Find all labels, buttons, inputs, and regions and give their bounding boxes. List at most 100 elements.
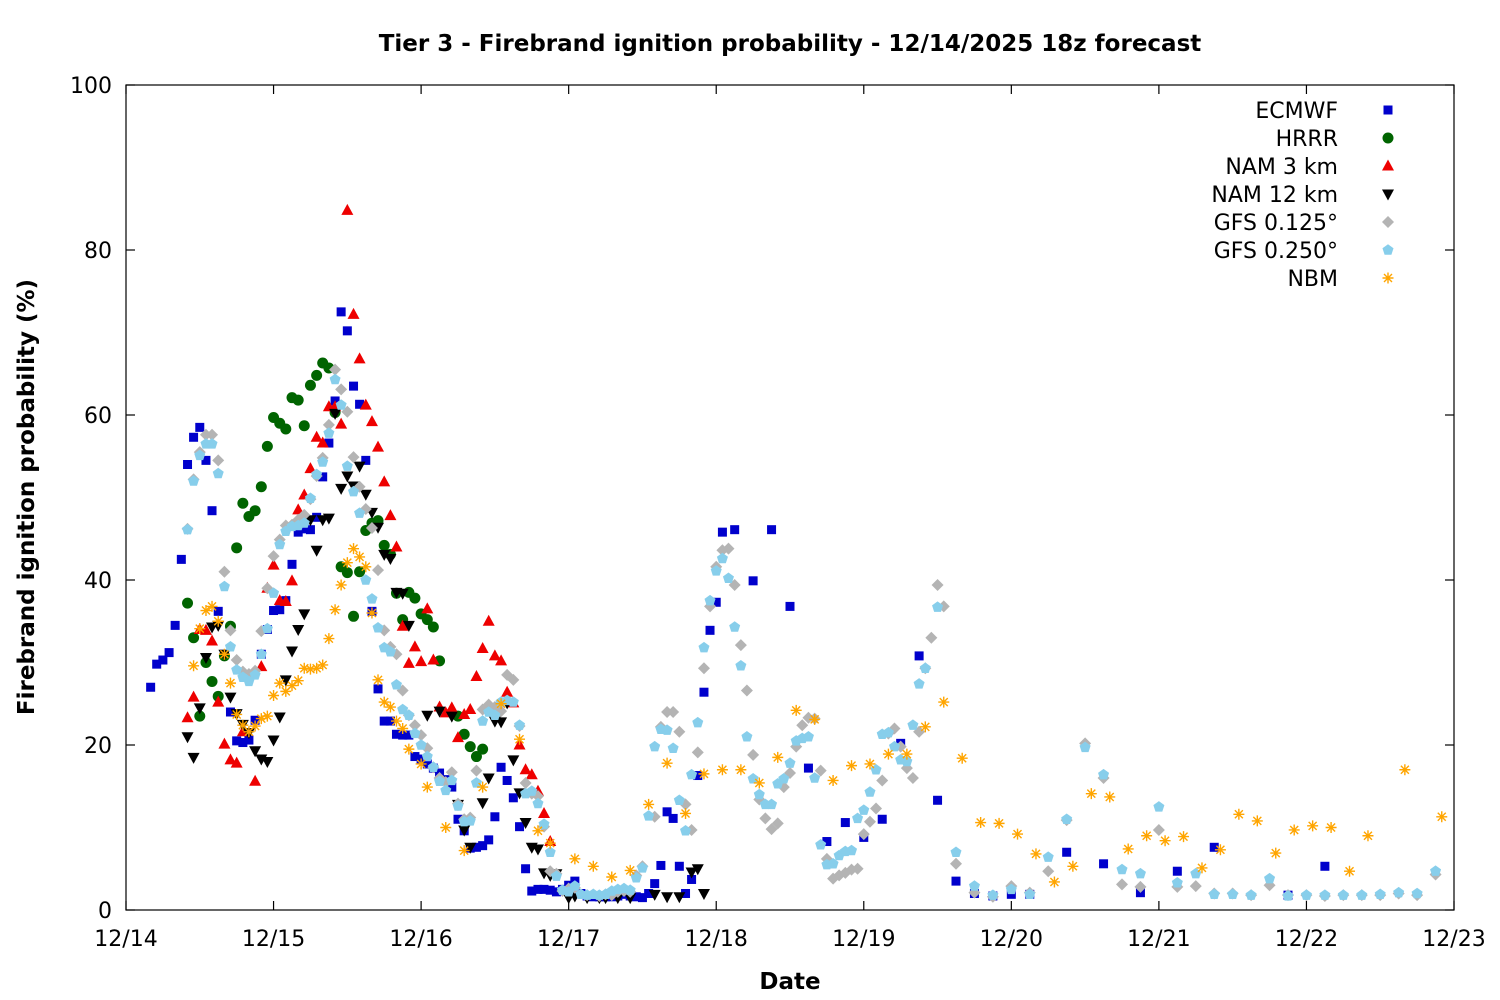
point-nam-3-km [341,203,354,215]
point-gfs-0-250 [434,775,446,786]
point-hrrr [206,675,218,687]
x-tick-label: 12/17 [537,927,600,952]
point-gfs-0-250 [802,730,814,742]
point-nam-12-km [335,483,348,495]
series-hrrr [182,357,489,763]
point-gfs-0-250 [1005,883,1017,895]
point-ecmwf [189,432,199,442]
point-gfs-0-125 [206,428,219,441]
point-gfs-0-250 [852,812,864,824]
point-nbm [882,748,894,760]
point-nbm [378,696,390,708]
point-gfs-0-250 [649,740,661,752]
point-gfs-0-125 [298,508,311,521]
point-gfs-0-125 [697,662,710,675]
point-hrrr [427,621,439,633]
point-gfs-0-250 [507,696,519,707]
point-ecmwf [699,687,709,697]
point-gfs-0-250 [643,810,655,821]
y-tick-label: 100 [70,74,112,99]
point-gfs-0-250 [766,798,778,810]
point-gfs-0-250 [1208,888,1220,900]
point-ecmwf [213,606,223,616]
point-gfs-0-125 [931,578,944,591]
point-nbm [1270,847,1282,859]
point-gfs-0-250 [224,641,236,652]
point-gfs-0-125 [347,451,360,464]
point-ecmwf [767,525,777,535]
point-ecmwf [933,795,943,805]
point-hrrr [298,420,310,432]
x-tick-label: 12/22 [1275,927,1338,952]
point-nam-12-km [298,609,311,621]
point-ecmwf [681,889,691,898]
point-nam-3-km [212,695,225,707]
point-ecmwf [711,597,721,607]
point-nbm [348,543,360,555]
point-ecmwf [287,559,297,569]
x-tick-label: 12/20 [980,927,1043,952]
point-ecmwf [496,762,506,772]
point-ecmwf [404,730,414,740]
point-gfs-0-250 [538,818,550,829]
point-gfs-0-125 [740,684,753,697]
point-gfs-0-250 [846,844,858,856]
point-nbm [372,674,384,686]
data-marks [146,203,1448,905]
point-gfs-0-125 [230,654,243,667]
point-nam-12-km [464,842,477,854]
point-hrrr [261,440,273,452]
point-gfs-0-250 [809,772,821,783]
point-ecmwf [521,864,531,874]
point-gfs-0-250 [470,777,482,788]
point-nbm [716,764,728,776]
y-tick-label: 40 [84,569,112,594]
point-ecmwf [644,889,654,898]
point-gfs-0-125 [876,774,889,787]
point-nam-12-km [691,864,704,876]
point-nbm [938,696,950,708]
point-gfs-0-125 [722,542,735,555]
x-axis-label: Date [759,969,820,995]
point-ecmwf [324,438,334,448]
point-nam-12-km [322,513,335,525]
point-ecmwf [705,625,715,635]
point-gfs-0-125 [747,748,760,761]
point-gfs-0-125 [1189,880,1202,893]
point-ecmwf [195,422,205,432]
point-nam-3-km [464,703,477,715]
point-ecmwf [447,782,457,792]
point-nam-12-km [181,732,194,744]
point-ecmwf [533,884,543,894]
point-nam-3-km [482,614,495,626]
point-nbm [341,557,353,569]
point-nbm [366,607,378,619]
point-ecmwf [502,775,512,785]
point-gfs-0-250 [919,662,931,673]
point-gfs-0-250 [415,739,427,750]
legend-label-nam-12-km: NAM 12 km [1211,183,1338,208]
point-gfs-0-250 [968,880,980,891]
point-nbm [477,781,489,793]
point-ecmwf [398,730,408,740]
point-nbm [304,663,316,675]
point-nam-3-km [267,558,280,570]
point-ecmwf [1320,861,1330,871]
point-nbm [846,760,858,772]
point-hrrr [409,592,421,604]
point-nam-12-km [384,554,397,566]
point-nbm [606,871,618,883]
point-hrrr [304,379,316,391]
point-gfs-0-250 [532,797,544,809]
point-gfs-0-250 [864,786,876,797]
point-nam-12-km [495,717,508,729]
point-gfs-0-250 [526,785,538,796]
point-ecmwf [225,707,235,717]
point-nam-3-km [304,462,317,474]
point-gfs-0-250 [409,727,421,739]
series-nbm [188,543,1448,888]
point-nbm [261,710,273,722]
point-ecmwf [146,682,156,692]
point-nbm [1436,811,1448,823]
